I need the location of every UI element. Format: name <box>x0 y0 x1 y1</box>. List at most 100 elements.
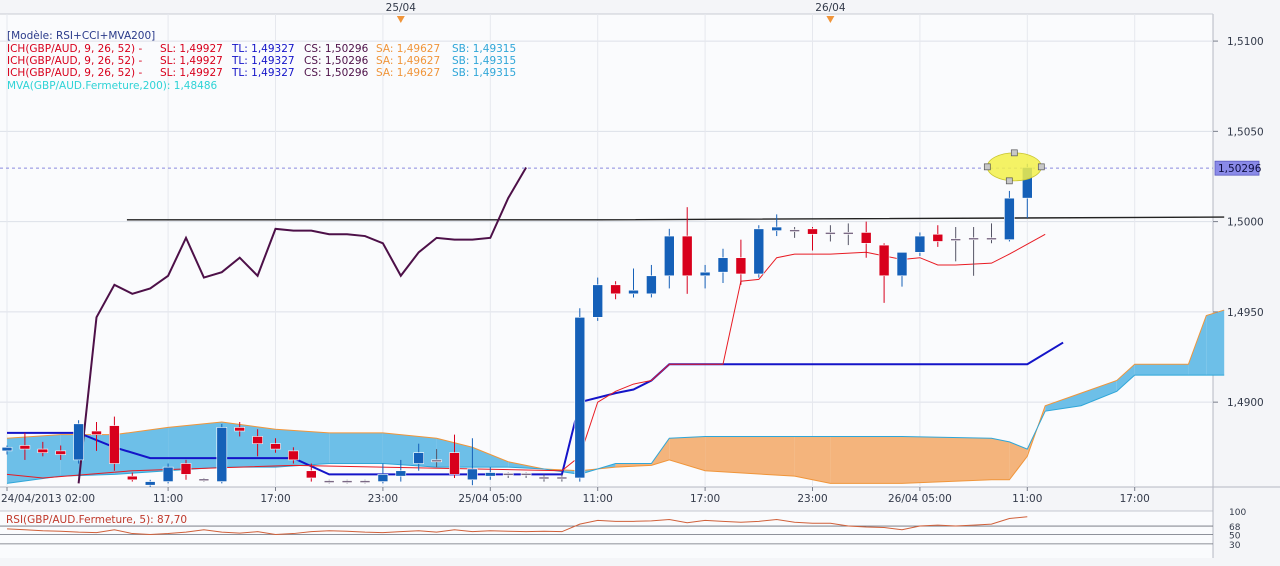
candle[interactable] <box>842 223 854 246</box>
resistance-line[interactable] <box>126 216 1225 221</box>
senkou-span-b-line <box>6 374 1225 484</box>
time-tick-label: 11:00 <box>1012 493 1042 505</box>
cloud-segment <box>329 432 383 464</box>
candle-body <box>1 446 13 452</box>
candle[interactable] <box>878 243 890 303</box>
candle[interactable] <box>932 225 944 247</box>
candle-body <box>699 271 711 277</box>
candle-body <box>55 450 67 455</box>
date-markers: 25/04 26/04 <box>386 2 846 23</box>
candle[interactable] <box>484 467 496 480</box>
main-plot-area[interactable] <box>0 14 1213 487</box>
candle[interactable] <box>109 416 120 471</box>
candle[interactable] <box>681 207 693 294</box>
annotations[interactable] <box>983 149 1045 185</box>
candle[interactable] <box>735 239 747 285</box>
candle-body <box>73 423 84 461</box>
price-tick-label: 1,4900 <box>1227 397 1264 409</box>
candle[interactable] <box>592 277 604 321</box>
cloud-segment <box>382 432 437 468</box>
candle[interactable] <box>377 463 389 484</box>
time-tick-label: 11:00 <box>153 493 183 505</box>
candle[interactable] <box>305 463 317 482</box>
candle[interactable] <box>556 474 568 482</box>
candle[interactable] <box>753 225 765 278</box>
candle[interactable] <box>538 474 550 482</box>
candle[interactable] <box>950 227 962 262</box>
candle[interactable] <box>789 227 800 238</box>
candle[interactable] <box>1 445 13 455</box>
resize-handle[interactable] <box>983 163 991 171</box>
candle[interactable] <box>1004 190 1015 242</box>
candle[interactable] <box>37 441 49 457</box>
candle[interactable] <box>395 459 407 482</box>
resize-handle[interactable] <box>1010 149 1018 157</box>
candle[interactable] <box>717 248 729 283</box>
candle[interactable] <box>968 227 979 276</box>
candle-body <box>950 238 962 241</box>
current-price-badge[interactable] <box>1214 160 1260 176</box>
candle[interactable] <box>198 477 210 482</box>
candle-body <box>574 316 586 479</box>
candle[interactable] <box>234 422 245 437</box>
cloud-segment <box>1134 364 1189 376</box>
resize-handle[interactable] <box>1037 163 1045 171</box>
candle[interactable] <box>73 420 84 464</box>
candle-body <box>717 257 729 273</box>
candle[interactable] <box>91 422 102 451</box>
rsi-tick-label: 50 <box>1229 532 1241 542</box>
candle[interactable] <box>663 228 675 289</box>
candle-body <box>341 480 353 483</box>
candle[interactable] <box>144 479 156 487</box>
candle[interactable] <box>55 445 67 460</box>
candle[interactable] <box>825 225 836 242</box>
candle[interactable] <box>252 429 263 457</box>
candle[interactable] <box>896 252 908 287</box>
candle[interactable] <box>986 223 997 244</box>
candle[interactable] <box>914 232 926 256</box>
candle[interactable] <box>216 423 228 484</box>
highlight-ellipse[interactable] <box>986 152 1042 182</box>
candle[interactable] <box>610 281 621 300</box>
current-price-label: 1,50296 <box>1218 163 1262 175</box>
candle[interactable] <box>359 479 371 484</box>
candle[interactable] <box>323 479 335 484</box>
time-axis[interactable]: 24/04/2013 02:00 11:00 17:00 23:00 25/04 05:… <box>1 487 1150 505</box>
candle[interactable] <box>431 449 442 468</box>
candle[interactable] <box>413 443 425 471</box>
candle[interactable] <box>180 459 192 480</box>
candle-body <box>323 480 335 483</box>
time-tick-label: 11:00 <box>583 493 613 505</box>
candle[interactable] <box>520 472 532 478</box>
candle[interactable] <box>860 221 872 258</box>
cloud-segment <box>472 447 509 468</box>
candle[interactable] <box>628 268 639 298</box>
candle[interactable] <box>270 438 281 453</box>
candle[interactable] <box>574 308 586 482</box>
candle-body <box>109 425 120 464</box>
candle[interactable] <box>467 438 478 486</box>
candle[interactable] <box>288 447 299 464</box>
candle[interactable] <box>19 432 31 460</box>
candle[interactable] <box>807 227 818 251</box>
price-axis[interactable]: 1,5100 1,5050 1,5000 1,4950 1,4900 1,50296 <box>1213 36 1264 409</box>
resize-handle[interactable] <box>1005 177 1013 185</box>
candles[interactable] <box>1 163 1033 487</box>
candle[interactable] <box>449 434 460 478</box>
candle[interactable] <box>162 463 174 484</box>
candle[interactable] <box>502 472 514 478</box>
candle-body <box>592 284 604 318</box>
candle-body <box>771 226 783 231</box>
time-tick-label: 17:00 <box>690 493 720 505</box>
candle[interactable] <box>127 472 138 482</box>
candle[interactable] <box>646 264 657 298</box>
candle[interactable] <box>771 214 783 237</box>
candle[interactable] <box>341 479 353 484</box>
candle[interactable] <box>699 264 711 289</box>
candle-body <box>19 445 31 450</box>
cloud-segment <box>991 438 1010 480</box>
candle-body <box>127 475 138 481</box>
indicator-lines <box>0 166 1225 484</box>
